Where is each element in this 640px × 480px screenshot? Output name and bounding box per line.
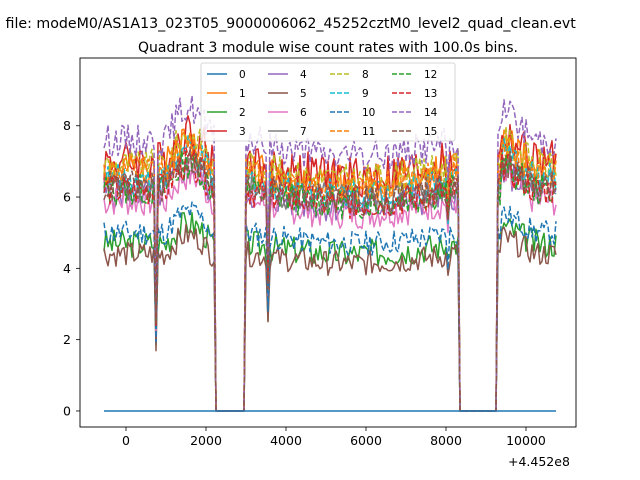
- x-tick-label: 4000: [270, 433, 302, 448]
- legend-label-4: 4: [300, 69, 307, 81]
- y-tick-label: 6: [63, 190, 71, 205]
- x-tick-label: 2000: [190, 433, 222, 448]
- legend-label-11: 11: [362, 126, 375, 138]
- legend-label-7: 7: [300, 126, 307, 138]
- x-offset-label: +4.452e8: [508, 454, 570, 469]
- legend-frame: [200, 62, 456, 142]
- y-tick-label: 8: [63, 118, 71, 133]
- legend-label-3: 3: [239, 126, 246, 138]
- legend-label-9: 9: [362, 88, 369, 100]
- axis-ticks: 0 2000 4000 6000 8000 10000 0 2 4 6 8: [63, 118, 546, 448]
- legend-label-0: 0: [239, 69, 246, 81]
- legend-label-10: 10: [362, 107, 375, 119]
- y-tick-label: 2: [63, 332, 71, 347]
- x-tick-label: 10000: [506, 433, 546, 448]
- legend-label-12: 12: [424, 69, 437, 81]
- legend-label-8: 8: [362, 69, 369, 81]
- x-tick-label: 8000: [430, 433, 462, 448]
- x-tick-label: 6000: [350, 433, 382, 448]
- figure-suptitle: n file: modeM0/AS1A13_023T05_9000006062_…: [0, 16, 576, 32]
- y-tick-label: 0: [63, 403, 71, 418]
- legend-label-1: 1: [239, 88, 246, 100]
- x-tick-label: 0: [122, 433, 130, 448]
- legend-label-15: 15: [424, 126, 437, 138]
- chart-title: Quadrant 3 module wise count rates with …: [138, 40, 518, 56]
- plot-area-frame: [79, 57, 577, 428]
- legend-label-6: 6: [300, 107, 307, 119]
- legend-label-14: 14: [424, 107, 438, 119]
- plot-lines: [103, 94, 557, 412]
- legend-label-5: 5: [300, 88, 307, 100]
- legend-label-2: 2: [239, 107, 246, 119]
- y-tick-label: 4: [63, 261, 71, 276]
- legend-label-13: 13: [424, 88, 437, 100]
